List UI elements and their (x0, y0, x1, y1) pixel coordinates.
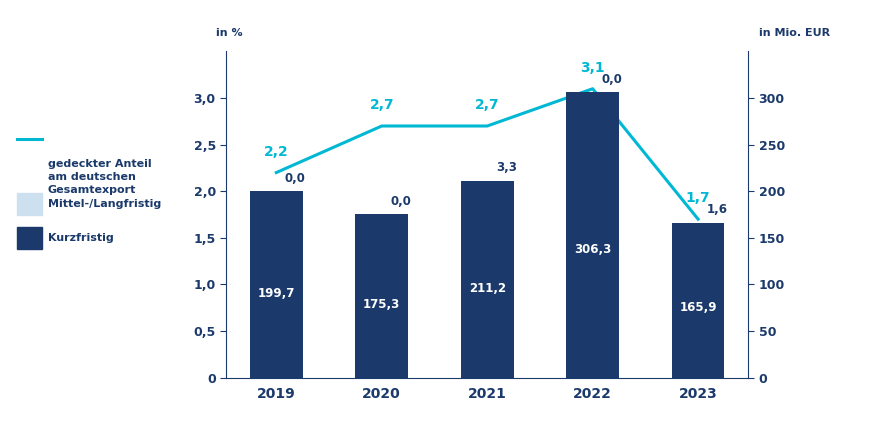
Text: 3,3: 3,3 (495, 161, 516, 174)
Text: 2,7: 2,7 (474, 98, 499, 112)
Text: 1,7: 1,7 (685, 191, 710, 205)
Text: gedeckter Anteil
am deutschen
Gesamtexport: gedeckter Anteil am deutschen Gesamtexpo… (48, 159, 151, 195)
Bar (566, 92, 619, 378)
Text: 2,2: 2,2 (263, 145, 289, 159)
Text: 1,6: 1,6 (706, 203, 726, 217)
Text: 199,7: 199,7 (257, 287, 295, 300)
Text: 0,0: 0,0 (390, 195, 411, 208)
Text: 2,7: 2,7 (369, 98, 394, 112)
Bar (671, 223, 724, 378)
Text: Mittel-/Langfristig: Mittel-/Langfristig (48, 199, 161, 209)
Bar (461, 181, 513, 378)
Text: 306,3: 306,3 (574, 243, 611, 256)
Bar (249, 191, 302, 378)
Text: 0,0: 0,0 (600, 73, 621, 86)
Text: 175,3: 175,3 (362, 298, 400, 311)
Bar (355, 214, 408, 378)
Text: 0,0: 0,0 (284, 172, 305, 185)
Text: 211,2: 211,2 (468, 282, 505, 296)
Text: in Mio. EUR: in Mio. EUR (758, 28, 829, 39)
Text: in %: in % (216, 28, 242, 39)
Text: 165,9: 165,9 (679, 302, 716, 314)
Text: 3,1: 3,1 (580, 61, 604, 75)
Text: Kurzfristig: Kurzfristig (48, 233, 114, 243)
